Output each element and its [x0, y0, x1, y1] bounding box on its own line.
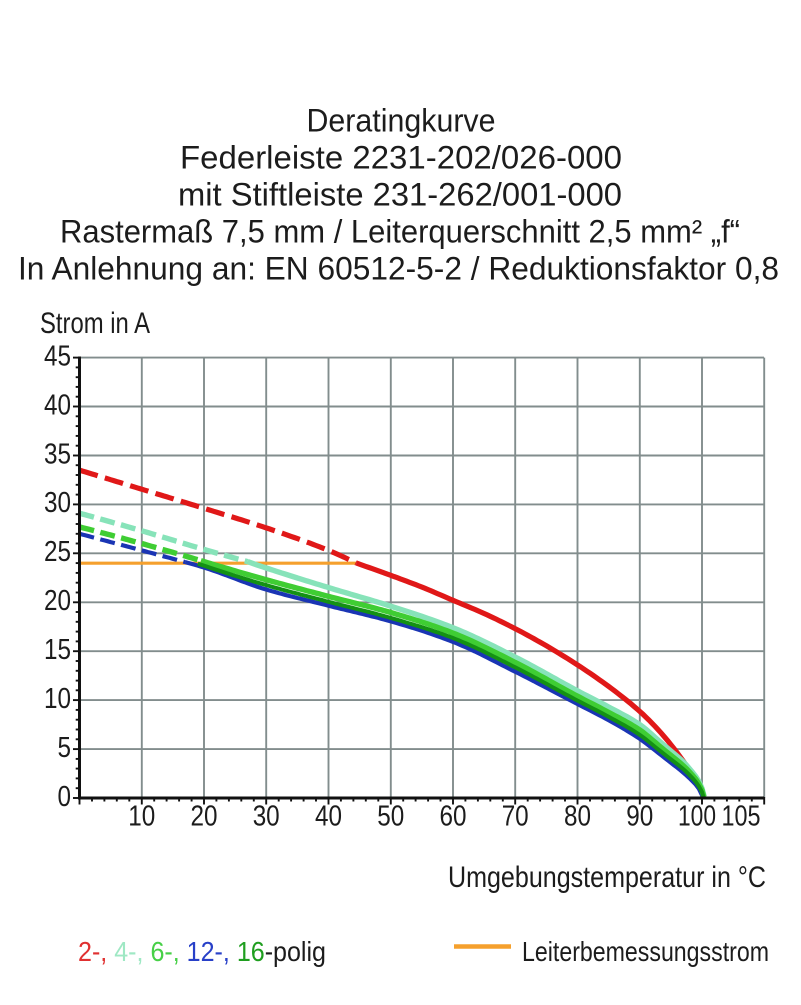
svg-text:40: 40 [315, 801, 342, 833]
svg-text:2-, 4-, 6-, 12-, 16-polig: 2-, 4-, 6-, 12-, 16-polig [78, 936, 326, 967]
svg-text:mit Stiftleiste 231-262/001-00: mit Stiftleiste 231-262/001-000 [178, 177, 622, 213]
svg-text:60: 60 [440, 801, 467, 833]
svg-text:20: 20 [191, 801, 218, 833]
svg-text:10: 10 [44, 683, 71, 715]
svg-text:90: 90 [626, 801, 653, 833]
svg-text:25: 25 [44, 536, 71, 568]
svg-text:Deratingkurve: Deratingkurve [307, 103, 496, 139]
svg-text:40: 40 [44, 389, 71, 421]
svg-text:105: 105 [722, 801, 761, 833]
svg-text:30: 30 [253, 801, 280, 833]
svg-text:In Anlehnung an: EN 60512-5-2: In Anlehnung an: EN 60512-5-2 / Reduktio… [18, 251, 779, 287]
svg-text:5: 5 [58, 732, 72, 764]
svg-text:Federleiste 2231-202/026-000: Federleiste 2231-202/026-000 [180, 140, 622, 176]
svg-text:20: 20 [44, 585, 71, 617]
svg-text:35: 35 [44, 438, 71, 470]
svg-text:Rastermaß 7,5 mm / Leiterquers: Rastermaß 7,5 mm / Leiterquerschnitt 2,5… [60, 214, 740, 250]
svg-text:30: 30 [44, 487, 71, 519]
svg-text:15: 15 [44, 634, 71, 666]
svg-text:0: 0 [58, 781, 72, 813]
svg-text:70: 70 [502, 801, 529, 833]
svg-text:80: 80 [564, 801, 591, 833]
svg-text:Leiterbemessungsstrom: Leiterbemessungsstrom [522, 936, 769, 967]
svg-text:50: 50 [377, 801, 404, 833]
svg-text:45: 45 [44, 340, 71, 372]
svg-text:100: 100 [678, 801, 716, 833]
svg-text:Umgebungstemperatur in °C: Umgebungstemperatur in °C [448, 861, 766, 894]
svg-text:10: 10 [128, 801, 155, 833]
svg-text:Strom in A: Strom in A [40, 307, 150, 340]
